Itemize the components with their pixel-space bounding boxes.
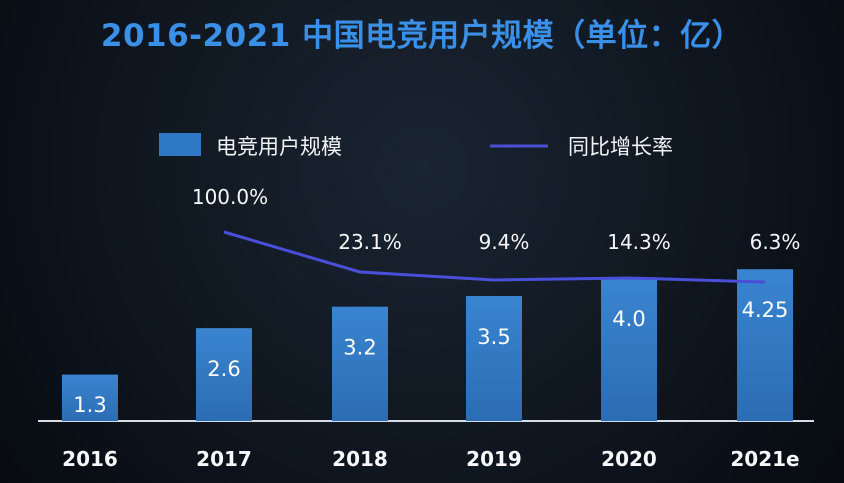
growth-rate-label-2021e: 6.3%	[750, 230, 801, 254]
chart-title: 2016-2021 中国电竞用户规模（单位：亿）	[100, 18, 744, 54]
x-tick-label-2020: 2020	[601, 447, 657, 471]
bar-2020	[601, 278, 657, 421]
bar-value-label-2017: 2.6	[207, 357, 240, 381]
legend-bar-swatch	[159, 133, 201, 156]
x-tick-label-2016: 2016	[62, 447, 118, 471]
x-tick-label-2019: 2019	[466, 447, 522, 471]
legend-line-label: 同比增长率	[568, 135, 673, 159]
bar-value-label-2018: 3.2	[343, 336, 376, 360]
bar-2017	[196, 328, 252, 421]
bar-2018	[332, 306, 388, 421]
legend-bar-label: 电竞用户规模	[216, 135, 342, 159]
bar-2019	[466, 296, 522, 421]
bar-value-label-2021e: 4.25	[742, 298, 789, 322]
bar-value-label-2019: 3.5	[477, 325, 510, 349]
growth-rate-label-2017: 100.0%	[192, 185, 268, 209]
bar-2021e	[737, 269, 793, 421]
growth-rate-label-2020: 14.3%	[607, 230, 671, 254]
bar-2016	[62, 374, 118, 421]
x-tick-label-2017: 2017	[196, 447, 252, 471]
bar-value-label-2016: 1.3	[73, 393, 106, 417]
x-tick-label-2018: 2018	[332, 447, 388, 471]
bar-value-label-2020: 4.0	[612, 307, 645, 331]
growth-rate-label-2018: 23.1%	[338, 230, 402, 254]
x-tick-label-2021e: 2021e	[730, 447, 799, 471]
growth-rate-label-2019: 9.4%	[479, 230, 530, 254]
chart-legend: 电竞用户规模 同比增长率	[159, 133, 673, 159]
